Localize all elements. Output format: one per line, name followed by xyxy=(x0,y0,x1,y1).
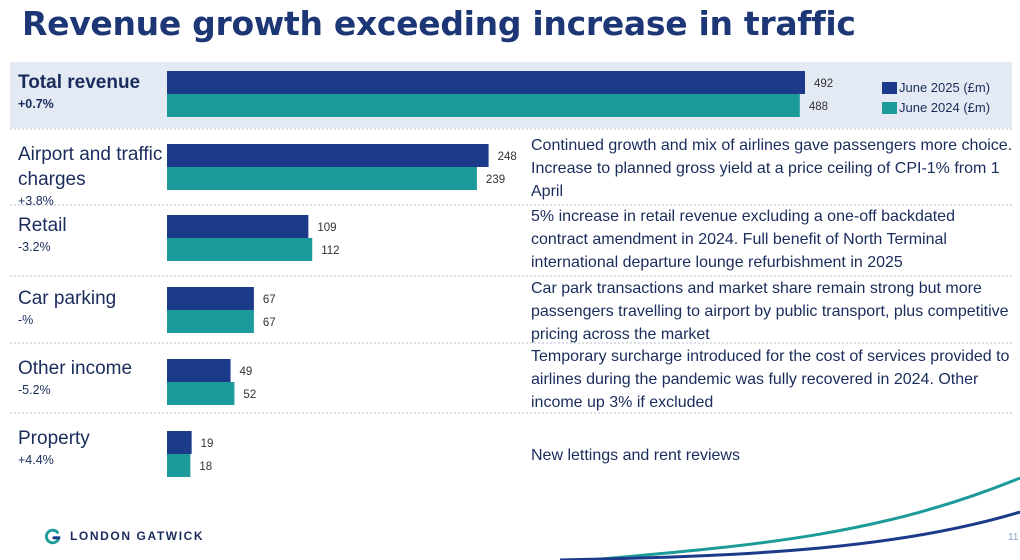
gatwick-logo-icon xyxy=(44,528,61,545)
legend-label-2024: June 2024 (£m) xyxy=(899,100,991,115)
row-label: Airport and traffic charges xyxy=(18,144,163,190)
bar-2025-row-5 xyxy=(167,431,192,454)
row-change-percent: +4.4% xyxy=(18,453,54,467)
brand-name: LONDON GATWICK xyxy=(70,529,205,543)
legend-item-2025: June 2025 (£m) xyxy=(882,80,990,95)
bar-2025-row-4 xyxy=(167,359,231,382)
value-label-2024-row-1: 239 xyxy=(486,174,505,186)
legend-swatch-2024 xyxy=(882,101,897,114)
legend-item-2024: June 2024 (£m) xyxy=(882,100,990,115)
row-change-percent: -% xyxy=(18,313,34,327)
row-comment: Temporary surcharge introduced for the c… xyxy=(531,348,1010,411)
value-label-2025-row-1: 248 xyxy=(498,151,517,163)
bar-2025-row-0 xyxy=(167,71,805,94)
row-comment: 5% increase in retail revenue excluding … xyxy=(531,208,955,271)
bar-2025-row-3 xyxy=(167,287,254,310)
row-label: Car parking xyxy=(18,288,117,309)
row-change-percent: +3.8% xyxy=(18,194,54,208)
decorative-curve-navy xyxy=(559,510,1020,560)
value-label-2025-row-4: 49 xyxy=(240,366,253,378)
row-comment: Car park transactions and market share r… xyxy=(531,280,1009,343)
bar-2024-row-4 xyxy=(167,382,235,405)
bar-2024-row-3 xyxy=(167,310,254,333)
bar-2024-row-1 xyxy=(167,167,477,190)
value-label-2025-row-2: 109 xyxy=(317,222,336,234)
bar-2024-row-0 xyxy=(167,94,800,117)
value-label-2024-row-4: 52 xyxy=(243,389,256,401)
legend-label-2025: June 2025 (£m) xyxy=(899,80,991,95)
value-label-2025-row-3: 67 xyxy=(263,294,276,306)
bar-2025-row-1 xyxy=(167,144,489,167)
row-comment: Continued growth and mix of airlines gav… xyxy=(531,137,1013,200)
bar-2024-row-5 xyxy=(167,454,191,477)
bar-2025-row-2 xyxy=(167,215,309,238)
row-comment: New lettings and rent reviews xyxy=(531,447,740,464)
page-number: 11 xyxy=(1008,532,1019,543)
row-label: Total revenue xyxy=(18,72,141,93)
value-label-2024-row-0: 488 xyxy=(809,101,828,113)
bar-2024-row-2 xyxy=(167,238,313,261)
value-label-2025-row-0: 492 xyxy=(814,78,833,90)
row-change-percent: -3.2% xyxy=(18,240,51,254)
value-label-2024-row-2: 112 xyxy=(321,245,339,257)
row-label: Retail xyxy=(18,215,67,236)
row-change-percent: -5.2% xyxy=(18,383,51,397)
decorative-curve-teal xyxy=(589,476,1020,560)
row-label: Property xyxy=(18,428,90,449)
value-label-2025-row-5: 19 xyxy=(201,438,214,450)
row-label: Other income xyxy=(18,358,133,379)
value-label-2024-row-3: 67 xyxy=(263,317,276,329)
row-change-percent: +0.7% xyxy=(18,97,54,111)
brand-logo: LONDON GATWICK xyxy=(44,527,204,545)
page-title: Revenue growth exceeding increase in tra… xyxy=(22,4,856,43)
value-label-2024-row-5: 18 xyxy=(199,461,212,473)
legend-swatch-2025 xyxy=(882,81,897,94)
